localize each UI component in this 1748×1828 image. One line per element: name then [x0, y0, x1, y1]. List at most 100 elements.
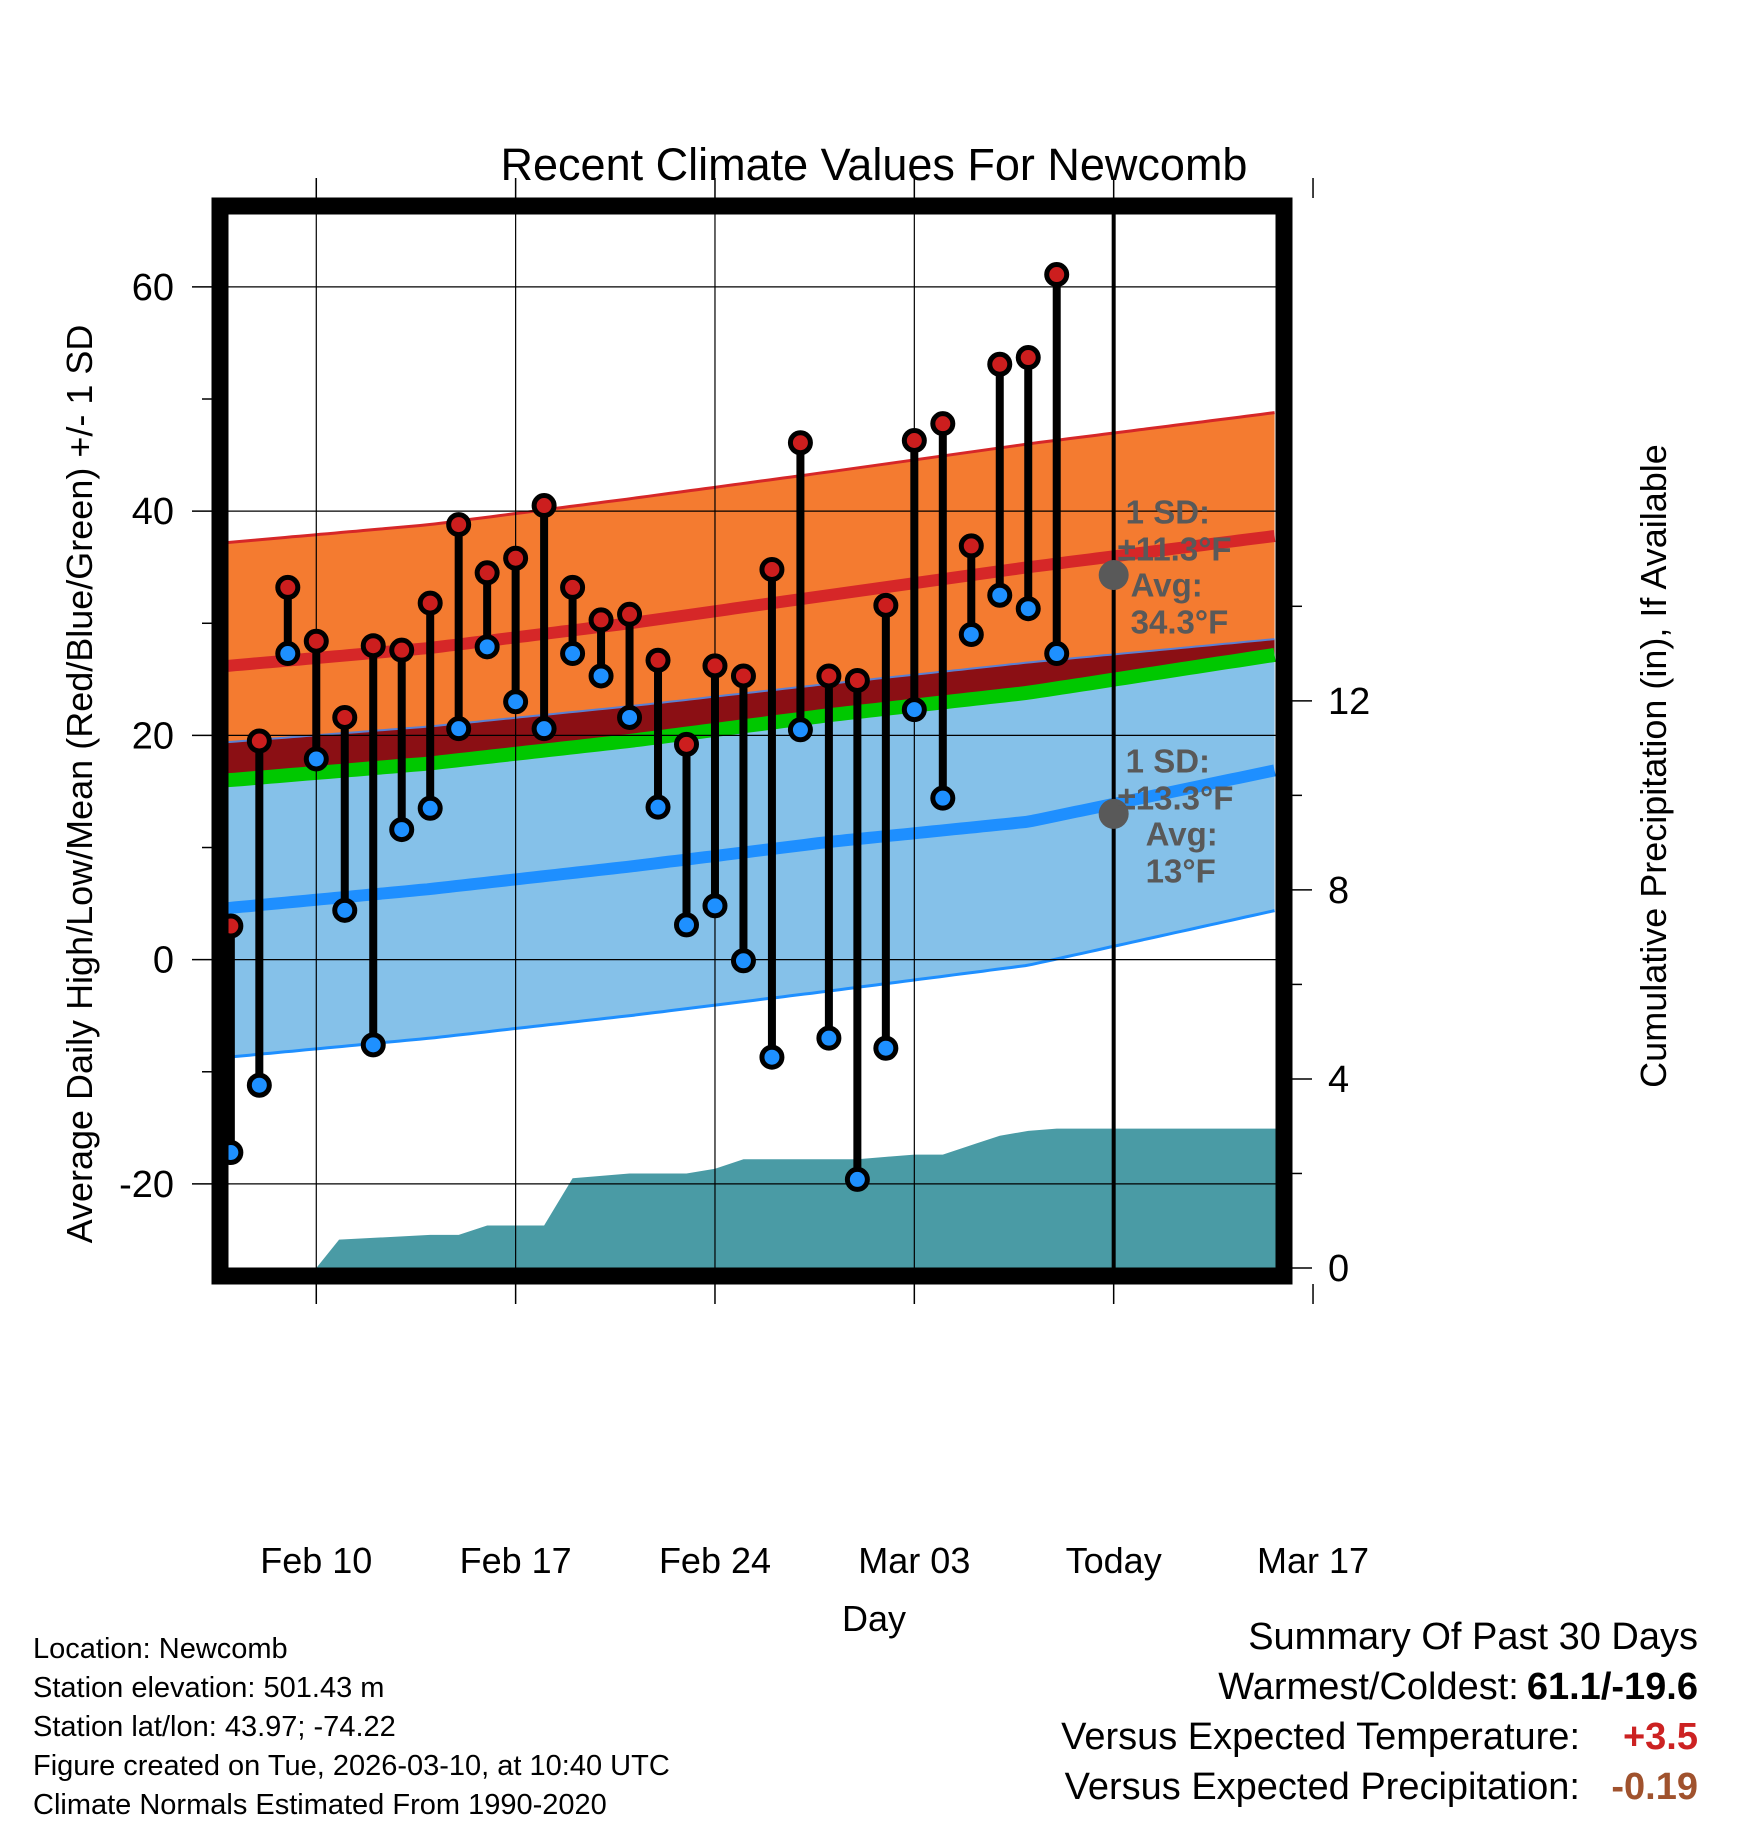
summary-panel: Summary Of Past 30 Days Warmest/Coldest:…	[1061, 1612, 1698, 1812]
x-tick-label: Mar 03	[858, 1540, 970, 1581]
high-upper-line	[228, 411, 1275, 544]
low-avg-line	[228, 764, 1276, 915]
days-word-label: Days	[1128, 1429, 1207, 1466]
summary-precip-row: Versus Expected Precipitation: -0.19	[1061, 1762, 1698, 1812]
plot-frame	[211, 197, 1293, 1285]
high-point	[702, 653, 728, 679]
y2-axis-label: Cumulative Precipitation (in), If Availa…	[1633, 444, 1674, 1088]
y2-tick-label: 0	[1328, 1248, 1349, 1290]
low-point	[275, 641, 301, 667]
y2-tick-label: 8	[1328, 870, 1349, 912]
low-avg-value: 13°F	[1146, 852, 1216, 889]
high-avg-value: 34.3°F	[1131, 603, 1229, 640]
low-point	[674, 912, 699, 938]
high-point	[759, 556, 785, 582]
temp-value: +3.5	[1622, 1716, 1698, 1758]
high-point	[588, 607, 614, 633]
latlon-text: Station lat/lon: 43.97; -74.22	[33, 1711, 396, 1743]
low-point	[901, 697, 927, 723]
high-point	[228, 913, 244, 939]
low-point	[844, 1166, 870, 1192]
x-tick-label: Mar 17	[1257, 1540, 1369, 1581]
high-point	[360, 633, 386, 659]
high-point	[503, 545, 529, 571]
precip-area	[228, 1128, 1276, 1268]
summary-warmest-row: Warmest/Coldest: 61.1/-19.6	[1061, 1662, 1698, 1712]
y-tick-label: 0	[153, 940, 174, 982]
high-sd-value: ±11.3°F	[1118, 530, 1232, 567]
low-point	[787, 717, 813, 743]
high-sd-label: 1 SD:	[1126, 493, 1210, 530]
low-point	[531, 716, 557, 742]
x-tick-label: Feb 17	[460, 1540, 572, 1581]
high-point	[1015, 345, 1041, 371]
low-sd-value: ±13.3°F	[1118, 779, 1234, 816]
x-tick-label: Today	[1066, 1540, 1162, 1581]
low-point	[560, 641, 586, 667]
low-point	[987, 582, 1013, 608]
high-point	[560, 574, 586, 600]
summary-title: Summary Of Past 30 Days	[1248, 1616, 1698, 1658]
y-tick-label: 40	[132, 491, 174, 533]
mean-sd-band	[228, 639, 1275, 781]
high-point	[303, 628, 329, 654]
station-metadata: Location: Newcomb Station elevation: 501…	[33, 1630, 670, 1825]
x-axis-label: Day	[842, 1598, 906, 1639]
high-point	[446, 512, 472, 538]
low-point	[228, 1140, 244, 1166]
low-point	[1015, 596, 1041, 622]
low-point	[730, 948, 756, 974]
high-point	[730, 663, 756, 689]
low-point	[446, 716, 472, 742]
low-point	[759, 1044, 785, 1070]
low-point	[474, 634, 500, 660]
high-point	[787, 430, 813, 456]
high-point	[645, 647, 671, 673]
y-axis-label: Average Daily High/Low/Mean (Red/Blue/Gr…	[59, 325, 100, 1244]
high-point	[930, 411, 956, 437]
precip-label: Versus Expected Precipitation:	[1064, 1766, 1580, 1808]
high-avg-label: Avg:	[1131, 566, 1203, 603]
low-point	[246, 1072, 272, 1098]
chart-title: Recent Climate Values For Newcomb	[501, 139, 1248, 190]
high-point	[617, 601, 643, 627]
low-point	[617, 704, 643, 730]
low-point	[417, 795, 443, 821]
normals-text: Climate Normals Estimated From 1990-2020	[33, 1789, 607, 1821]
low-lower-line	[228, 909, 1275, 1059]
high-point	[958, 533, 984, 559]
high-avg-marker	[1098, 560, 1129, 591]
low-avg-label: Avg:	[1146, 815, 1218, 852]
x-tick-label: Feb 10	[260, 1540, 372, 1581]
low-point	[588, 663, 614, 689]
low-point	[816, 1025, 842, 1051]
low-point	[645, 794, 671, 820]
high-point	[901, 427, 927, 453]
high-sd-band	[228, 412, 1275, 743]
summary-temp-row: Versus Expected Temperature: +3.5	[1061, 1712, 1698, 1762]
low-point	[303, 746, 329, 772]
low-point	[930, 785, 956, 811]
high-point	[1044, 262, 1070, 288]
low-point	[503, 689, 529, 715]
low-point	[360, 1032, 386, 1058]
elevation-text: Station elevation: 501.43 m	[33, 1672, 385, 1704]
y-tick-label: -20	[119, 1164, 174, 1206]
high-point	[332, 704, 358, 730]
low-point	[389, 817, 415, 843]
low-point	[1044, 641, 1070, 667]
low-avg-marker	[1098, 798, 1129, 829]
y2-tick-label: 4	[1328, 1059, 1349, 1101]
warmest-label: Warmest/Coldest:	[1218, 1666, 1519, 1708]
y-tick-label: 60	[132, 267, 174, 309]
high-point	[873, 592, 899, 618]
low-point	[332, 897, 358, 923]
high-point	[674, 731, 699, 757]
location-text: Location: Newcomb	[33, 1633, 288, 1665]
y-tick-label: 20	[132, 715, 174, 757]
y2-tick-label: 12	[1328, 681, 1370, 723]
high-point	[531, 493, 557, 519]
